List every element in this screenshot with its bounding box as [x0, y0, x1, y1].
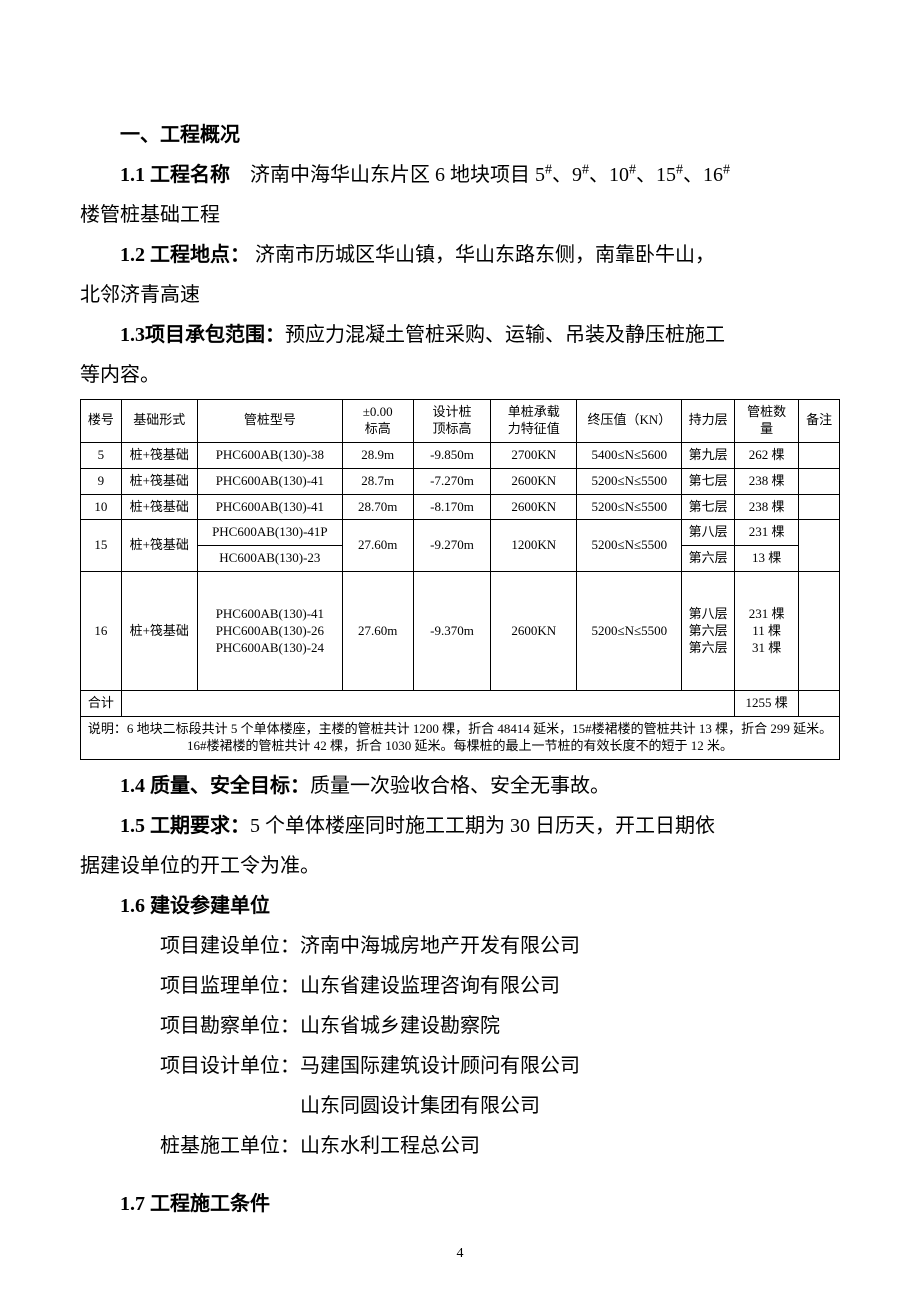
th-count: 管桩数量	[734, 400, 798, 443]
th-top: 设计桩顶标高	[413, 400, 491, 443]
th-foundation: 基础形式	[121, 400, 197, 443]
text-1-1-pre: 济南中海华山东片区 6 地块项目 5	[230, 164, 545, 186]
section-1-1-line2: 楼管桩基础工程	[80, 195, 840, 235]
cell-16-layers: 第八层第六层第六层	[682, 572, 735, 691]
unit-design-2: 山东同圆设计集团有限公司	[80, 1086, 840, 1126]
pile-data-table: 楼号 基础形式 管桩型号 ±0.00标高 设计桩顶标高 单桩承载力特征值 终压值…	[80, 399, 840, 760]
th-layer: 持力层	[682, 400, 735, 443]
unit-supervision: 项目监理单位：山东省建设监理咨询有限公司	[80, 966, 840, 1006]
section-1-4: 1.4 质量、安全目标：质量一次验收合格、安全无事故。	[80, 766, 840, 806]
text-1-4: 质量一次验收合格、安全无事故。	[310, 775, 610, 797]
label-1-5: 1.5 工期要求：	[120, 815, 250, 837]
t3: 、15	[636, 164, 676, 186]
sup3: #	[629, 162, 636, 177]
cell-16-models: PHC600AB(130)-41PHC600AB(130)-26PHC600AB…	[197, 572, 342, 691]
section-1-3-line2: 等内容。	[80, 355, 840, 395]
section-1-1: 1.1 工程名称 济南中海华山东片区 6 地块项目 5#、9#、10#、15#、…	[80, 155, 840, 195]
table-row-15: 15 桩+筏基础 PHC600AB(130)-41P 27.60m -9.270…	[81, 520, 840, 546]
section-1-title: 一、工程概况	[80, 115, 840, 155]
th-capacity: 单桩承载力特征值	[491, 400, 577, 443]
section-1-5-line2: 据建设单位的开工令为准。	[80, 846, 840, 886]
text-1-3: 预应力混凝土管桩采购、运输、吊装及静压桩施工	[285, 324, 725, 346]
t4: 、16	[683, 164, 723, 186]
unit-design: 项目设计单位：马建国际建筑设计顾问有限公司	[80, 1046, 840, 1086]
table-header-row: 楼号 基础形式 管桩型号 ±0.00标高 设计桩顶标高 单桩承载力特征值 终压值…	[81, 400, 840, 443]
table-row-16: 16 桩+筏基础 PHC600AB(130)-41PHC600AB(130)-2…	[81, 572, 840, 691]
sup1: #	[545, 162, 552, 177]
th-pressure: 终压值（KN）	[577, 400, 682, 443]
t1: 、9	[552, 164, 582, 186]
sup2: #	[582, 162, 589, 177]
unit-construction: 项目建设单位：济南中海城房地产开发有限公司	[80, 926, 840, 966]
section-1-3: 1.3项目承包范围：预应力混凝土管桩采购、运输、吊装及静压桩施工	[80, 315, 840, 355]
label-1-4: 1.4 质量、安全目标：	[120, 775, 310, 797]
sup4: #	[676, 162, 683, 177]
th-model: 管桩型号	[197, 400, 342, 443]
th-remark: 备注	[799, 400, 840, 443]
section-1-6-title: 1.6 建设参建单位	[80, 886, 840, 926]
label-1-3: 1.3项目承包范围：	[120, 324, 285, 346]
label-1-2: 1.2 工程地点：	[120, 244, 250, 266]
label-1-1: 1.1 工程名称	[120, 164, 230, 186]
unit-pile: 桩基施工单位：山东水利工程总公司	[80, 1126, 840, 1166]
section-1-2-line2: 北邻济青高速	[80, 275, 840, 315]
th-building: 楼号	[81, 400, 122, 443]
cell-16-counts: 231 棵11 棵31 棵	[734, 572, 798, 691]
text-1-5: 5 个单体楼座同时施工工期为 30 日历天，开工日期依	[250, 815, 715, 837]
table-total-row: 合计 1255 棵	[81, 691, 840, 717]
table-row: 10 桩+筏基础 PHC600AB(130)-41 28.70m -8.170m…	[81, 494, 840, 520]
sup5: #	[723, 162, 730, 177]
table-row: 5 桩+筏基础 PHC600AB(130)-38 28.9m -9.850m 2…	[81, 442, 840, 468]
unit-survey: 项目勘察单位：山东省城乡建设勘察院	[80, 1006, 840, 1046]
section-1-2: 1.2 工程地点： 济南市历城区华山镇，华山东路东侧，南靠卧牛山，	[80, 235, 840, 275]
text-1-2: 济南市历城区华山镇，华山东路东侧，南靠卧牛山，	[250, 244, 715, 266]
th-elevation: ±0.00标高	[342, 400, 413, 443]
section-1-5: 1.5 工期要求：5 个单体楼座同时施工工期为 30 日历天，开工日期依	[80, 806, 840, 846]
table-note-row: 说明：6 地块二标段共计 5 个单体楼座，主楼的管桩共计 1200 棵，折合 4…	[81, 717, 840, 760]
page-number: 4	[0, 1246, 920, 1262]
t2: 、10	[589, 164, 629, 186]
table-row: 9 桩+筏基础 PHC600AB(130)-41 28.7m -7.270m 2…	[81, 468, 840, 494]
section-1-7-title: 1.7 工程施工条件	[80, 1184, 840, 1224]
